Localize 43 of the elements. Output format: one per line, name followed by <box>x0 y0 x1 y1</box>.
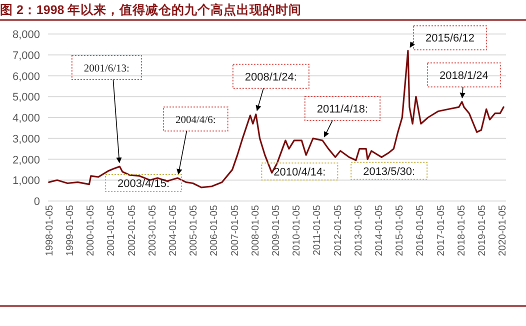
annotation: 2011/4/18: <box>316 103 368 116</box>
annotation: 2003/4/15: <box>118 178 170 190</box>
chart-title: 图 2：1998 年以来，值得减仓的九个高点出现的时间 <box>0 2 302 17</box>
y-tick-label: 1,000 <box>12 175 40 188</box>
annotation: 2008/1/24: <box>244 71 297 84</box>
x-tick-label: 2001-01-05 <box>106 204 118 256</box>
annotation: 2004/4/6: <box>176 115 216 126</box>
x-tick-label: 2002-01-05 <box>126 204 138 256</box>
x-tick-label: 1998-01-05 <box>44 204 56 256</box>
x-tick-label: 2004-01-05 <box>168 204 179 256</box>
x-tick-label: 2015-01-05 <box>394 204 406 256</box>
x-tick-label: 2016-01-05 <box>415 204 426 256</box>
x-tick-label: 1999-01-05 <box>64 204 76 256</box>
annotation: 2001/6/13: <box>84 64 130 75</box>
x-tick-label: 2014-01-05 <box>374 204 385 256</box>
y-tick-label: 3,000 <box>12 133 40 146</box>
y-tick-label: 4,000 <box>12 112 40 124</box>
annotation: 2015/6/12 <box>426 32 474 45</box>
y-tick-label: 6,000 <box>12 70 40 83</box>
x-tick-label: 2020-01-05 <box>498 204 509 256</box>
x-tick-label: 2000-01-05 <box>86 204 97 256</box>
x-tick-label: 2009-01-05 <box>271 204 282 256</box>
x-tick-label: 2013-01-05 <box>353 204 364 256</box>
y-tick-label: 8,000 <box>12 29 40 41</box>
annotation: 2013/5/30: <box>363 166 416 178</box>
x-tick-label: 2005-01-05 <box>188 204 200 256</box>
x-tick-label: 2008-01-05 <box>250 204 262 256</box>
y-tick-label: 5,000 <box>12 92 40 104</box>
x-tick-label: 2007-01-05 <box>230 204 241 256</box>
annotation: 2018/1/24 <box>439 70 488 82</box>
x-tick-label: 2011-01-05 <box>312 204 324 256</box>
x-tick-label: 2010-01-05 <box>292 204 303 256</box>
line-series <box>48 50 504 188</box>
annotation: 2010/4/14: <box>274 166 326 178</box>
x-tick-label: 2006-01-05 <box>209 204 220 256</box>
x-tick-label: 2018-01-05 <box>456 204 468 256</box>
x-tick-label: 2019-01-05 <box>476 204 488 256</box>
x-tick-label: 2012-01-05 <box>332 204 344 256</box>
y-tick-label: 2,000 <box>12 154 40 166</box>
y-tick-label: 0 <box>34 196 40 208</box>
x-tick-label: 2003-01-05 <box>147 204 158 256</box>
y-tick-label: 7,000 <box>12 50 40 62</box>
x-tick-label: 2017-01-05 <box>436 204 447 256</box>
